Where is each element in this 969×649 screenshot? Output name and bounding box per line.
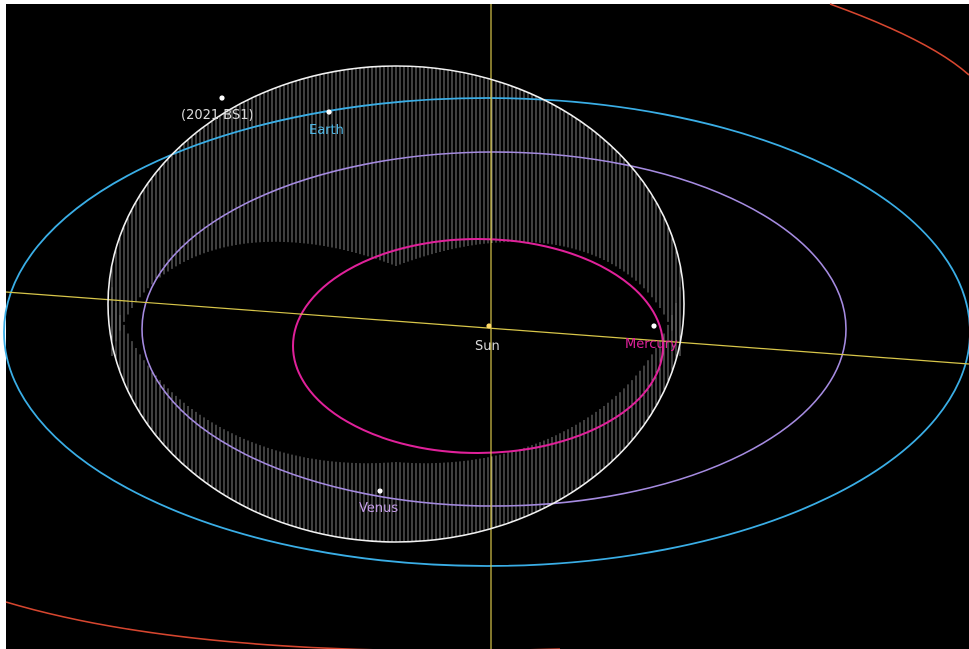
asteroid-marker[interactable]: [219, 95, 225, 101]
venus-label: Venus: [359, 501, 398, 516]
earth-marker[interactable]: [326, 109, 332, 115]
mercury-orbit: [292, 238, 664, 454]
mercury-label: Mercury: [625, 337, 678, 352]
frame-top-edge: [0, 0, 969, 4]
asteroid-2021-bs1-orbit: [107, 65, 685, 543]
earth-orbit: [3, 97, 969, 567]
sun-label: Sun: [475, 339, 500, 354]
earth-label: Earth: [309, 123, 344, 138]
asteroid-orbit-droplines: [111, 66, 681, 542]
mars-orbit-bottom-arc: [5, 601, 560, 649]
asteroid-label: (2021 BS1): [181, 108, 254, 123]
mars-orbit-top-arc: [829, 3, 969, 76]
frame-left-edge: [0, 0, 6, 649]
venus-orbit: [141, 151, 847, 507]
sun-marker[interactable]: [486, 323, 492, 329]
venus-marker[interactable]: [377, 488, 383, 494]
mercury-marker[interactable]: [651, 323, 657, 329]
